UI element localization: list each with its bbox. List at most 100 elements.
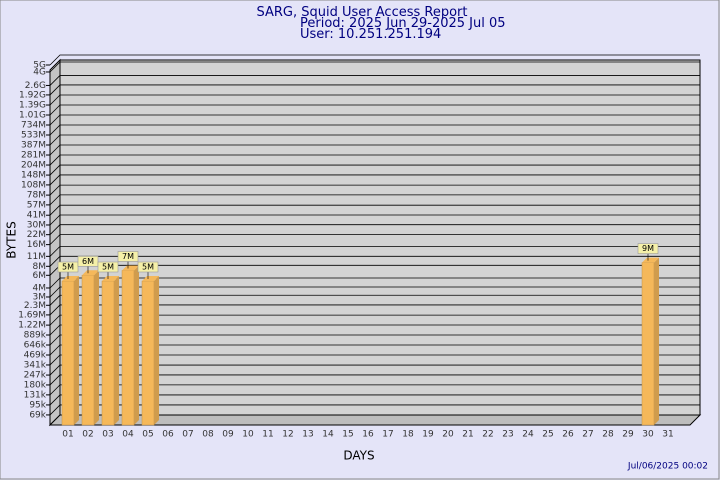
bar-side (94, 270, 99, 425)
grid-line (49, 154, 700, 166)
value-label: 5M (62, 263, 74, 272)
x-tick-label: 31 (662, 430, 673, 440)
value-label: 5M (142, 263, 154, 272)
chart-subtitle: User: 10.251.251.194 (300, 27, 441, 42)
grid-line (49, 404, 700, 416)
x-tick-label: 25 (542, 430, 553, 440)
y-tick-label: 6M (33, 271, 47, 281)
y-tick-label: 2.3M (24, 301, 46, 311)
bar (101, 280, 115, 426)
bar-top (62, 276, 79, 281)
bar-side (74, 276, 79, 425)
value-label-box (97, 261, 119, 273)
bar-top (122, 265, 139, 271)
grid-line (49, 124, 700, 136)
chart-title: SARG, Squid User Access Report (257, 5, 468, 20)
y-tick-label: 5G (33, 61, 46, 71)
y-tick-label: 41M (27, 211, 46, 221)
y-tick-label: 16M (27, 240, 46, 250)
bar-side (654, 257, 659, 425)
grid-line (49, 394, 700, 406)
bar (61, 280, 75, 426)
y-tick-label: 469k (24, 351, 47, 361)
x-tick-label: 12 (282, 430, 293, 440)
x-axis-title: DAYS (343, 449, 374, 463)
y-tick-label: 533M (21, 131, 46, 141)
y-tick-label: 1.39G (19, 101, 46, 111)
grid-line (49, 174, 700, 186)
y-tick-label: 341k (24, 360, 47, 370)
y-tick-label: 204M (21, 161, 46, 171)
y-tick-label: 247k (24, 371, 47, 381)
grid-line (49, 144, 700, 156)
x-tick-label: 24 (522, 430, 534, 440)
value-label: 9M (642, 244, 654, 253)
value-label: 7M (122, 252, 134, 261)
y-tick-label: 646k (24, 340, 47, 350)
grid-line (49, 334, 700, 346)
bar (141, 280, 155, 426)
value-label-box (57, 261, 79, 273)
x-tick-label: 01 (62, 430, 73, 440)
y-tick-label: 734M (21, 120, 46, 130)
y-tick-label: 30M (27, 220, 46, 230)
y-tick-label: 281M (21, 151, 46, 161)
grid-line (49, 364, 700, 376)
y-tick-label: 889k (24, 331, 47, 341)
x-tick-label: 02 (82, 430, 93, 440)
x-tick-label: 07 (182, 430, 193, 440)
x-tick-label: 29 (622, 430, 634, 440)
x-tick-label: 17 (382, 430, 393, 440)
chart-subtitle: Period: 2025 Jun 29-2025 Jul 05 (300, 16, 506, 31)
value-label: 5M (102, 263, 114, 272)
grid-line (49, 255, 700, 267)
footer: Jul/06/2025 00:02 (627, 462, 708, 472)
grid-line (49, 164, 700, 176)
x-tick-label: 16 (362, 430, 374, 440)
y-tick-label: 95k (29, 400, 46, 410)
grid-line (49, 277, 700, 289)
grid-line (49, 75, 700, 86)
y-tick-label: 131k (24, 390, 47, 400)
grid-line (49, 324, 700, 336)
y-tick-label: 1.69M (18, 310, 46, 320)
grid-line (49, 224, 700, 235)
grid-line (49, 234, 700, 245)
y-tick-label: 1.22M (18, 321, 46, 331)
x-tick-label: 22 (482, 430, 493, 440)
x-tick-label: 28 (602, 430, 614, 440)
x-tick-label: 13 (302, 430, 313, 440)
x-tick-label: 04 (122, 430, 134, 440)
x-tick-label: 19 (422, 430, 434, 440)
grid-line (49, 94, 700, 106)
grid-line (49, 134, 700, 146)
grid-line (49, 384, 700, 396)
y-tick-label: 148M (21, 171, 46, 181)
bar-top (142, 276, 159, 281)
x-tick-label: 09 (222, 430, 234, 440)
y-tick-label: 11M (27, 252, 46, 262)
y-tick-label: 78M (27, 191, 46, 201)
x-tick-label: 10 (242, 430, 254, 440)
x-tick-label: 27 (582, 430, 593, 440)
floor (48, 414, 702, 426)
y-tick-label: 4M (33, 283, 47, 293)
y-axis-title: BYTES (5, 221, 19, 258)
x-tick-label: 23 (502, 430, 513, 440)
x-tick-label: 06 (162, 430, 174, 440)
y-tick-label: 180k (24, 380, 47, 390)
x-tick-label: 15 (342, 430, 353, 440)
grid-line (49, 286, 700, 298)
grid-line (49, 304, 700, 316)
x-tick-label: 14 (322, 430, 334, 440)
x-tick-label: 21 (462, 430, 473, 440)
y-tick-label: 1.92G (19, 90, 46, 100)
grid-line (49, 214, 700, 226)
value-label: 6M (82, 257, 94, 266)
y-tick-label: 387M (21, 141, 46, 151)
value-label-box (117, 251, 139, 262)
bar (81, 275, 95, 426)
grid-line (49, 54, 700, 66)
bar (121, 270, 135, 426)
